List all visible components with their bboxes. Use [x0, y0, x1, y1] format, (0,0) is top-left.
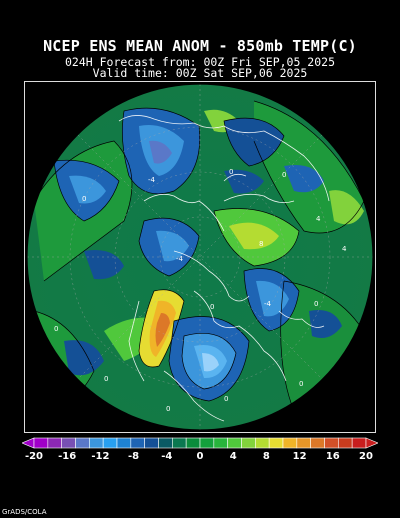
colorbar-tick-label: 8 — [262, 451, 270, 462]
colorbar-swatch — [351, 437, 367, 449]
colorbar-swatch — [158, 437, 173, 449]
contour-label: 0 — [299, 380, 303, 388]
colorbar-swatch — [33, 437, 49, 449]
contour-label: 0 — [210, 303, 214, 311]
contour-labels: -4 0 0 4 -4 0 0 0 -4 0 8 0 4 0 0 0 — [54, 168, 347, 413]
colorbar-swatch — [116, 437, 132, 449]
contour-label: -4 — [176, 255, 184, 263]
colorbar-tick-label: 4 — [229, 451, 237, 462]
credit-text: GrADS/COLA — [2, 508, 47, 516]
colorbar-tick-label: 20 — [359, 451, 373, 462]
contour-label: -4 — [148, 176, 156, 184]
colorbar-swatch — [89, 437, 104, 449]
cold-anomaly — [284, 165, 324, 193]
colorbar — [22, 437, 378, 449]
anomaly-region — [229, 222, 279, 250]
colorbar-swatch — [282, 437, 298, 449]
contour-label: -4 — [264, 300, 272, 308]
forecast-time: 024H Forecast from: 00Z Fri SEP,05 2025 — [64, 55, 336, 69]
contour-label: 0 — [229, 168, 233, 176]
colorbar-swatch — [241, 437, 256, 449]
cold-anomaly — [84, 250, 124, 280]
colorbar-swatch — [185, 437, 201, 449]
contour-label: 8 — [259, 240, 263, 248]
contour-label: 4 — [342, 245, 347, 253]
colorbar-swatch — [144, 437, 159, 449]
cold-anomaly — [202, 353, 219, 372]
colorbar-swatch — [199, 437, 215, 449]
contour-label: 0 — [54, 325, 58, 333]
colorbar-tick-label: -20 — [24, 451, 44, 462]
contour-label: 4 — [316, 215, 321, 223]
colorbar-swatch — [213, 437, 228, 449]
lat-lon-grid — [27, 84, 373, 430]
cold-anomaly — [64, 340, 104, 376]
cold-anomaly — [224, 169, 264, 194]
colorbar-swatch — [61, 437, 76, 449]
colorbar-swatch — [310, 437, 325, 449]
contour-label: 0 — [282, 171, 286, 179]
chart-title: NCEP ENS MEAN ANOM - 850mb TEMP(C) — [43, 37, 357, 55]
valid-time: Valid time: 00Z Sat SEP,06 2025 — [92, 66, 308, 80]
contour-label: 0 — [224, 395, 228, 403]
colorbar-tick-label: 12 — [292, 451, 307, 462]
colorbar-swatch — [324, 437, 339, 449]
warm-anomaly — [155, 313, 170, 347]
cold-anomaly — [309, 310, 342, 339]
colorbar-tick-label: -8 — [128, 451, 140, 462]
polar-stereographic-map: -4 0 0 4 -4 0 0 0 -4 0 8 0 4 0 0 0 — [26, 83, 374, 431]
contour-label: 0 — [166, 405, 170, 413]
colorbar-swatch — [172, 437, 187, 449]
colorbar-tick-label: 16 — [325, 451, 340, 462]
cold-anomaly — [256, 280, 289, 317]
colorbar-swatch — [227, 437, 242, 449]
colorbar-swatch — [338, 437, 353, 449]
colorbar-swatch — [75, 437, 90, 449]
cold-anomaly — [69, 175, 106, 204]
anomaly-contours — [33, 100, 370, 412]
colorbar-arrow-min — [22, 437, 35, 449]
cold-anomaly — [149, 140, 172, 164]
colorbar-swatch — [268, 437, 284, 449]
colorbar-tick-label: -4 — [161, 451, 173, 462]
contour-label: 0 — [82, 195, 86, 203]
colorbar-tick-label: -16 — [58, 451, 77, 462]
contour-label: 0 — [104, 375, 108, 383]
colorbar-swatch — [296, 437, 311, 449]
colorbar-tick-label: 0 — [196, 451, 204, 462]
colorbar-swatch — [255, 437, 270, 449]
anomaly-region — [329, 190, 364, 225]
colorbar-swatch — [102, 437, 118, 449]
cold-anomaly — [224, 118, 284, 166]
contour-label: 0 — [314, 300, 318, 308]
hemisphere-outline — [26, 83, 374, 431]
colorbar-swatch — [47, 437, 62, 449]
colorbar-swatch — [130, 437, 145, 449]
colorbar-tick-label: -12 — [91, 451, 110, 462]
colorbar-arrow-max — [365, 437, 378, 449]
cold-anomaly — [156, 230, 189, 262]
